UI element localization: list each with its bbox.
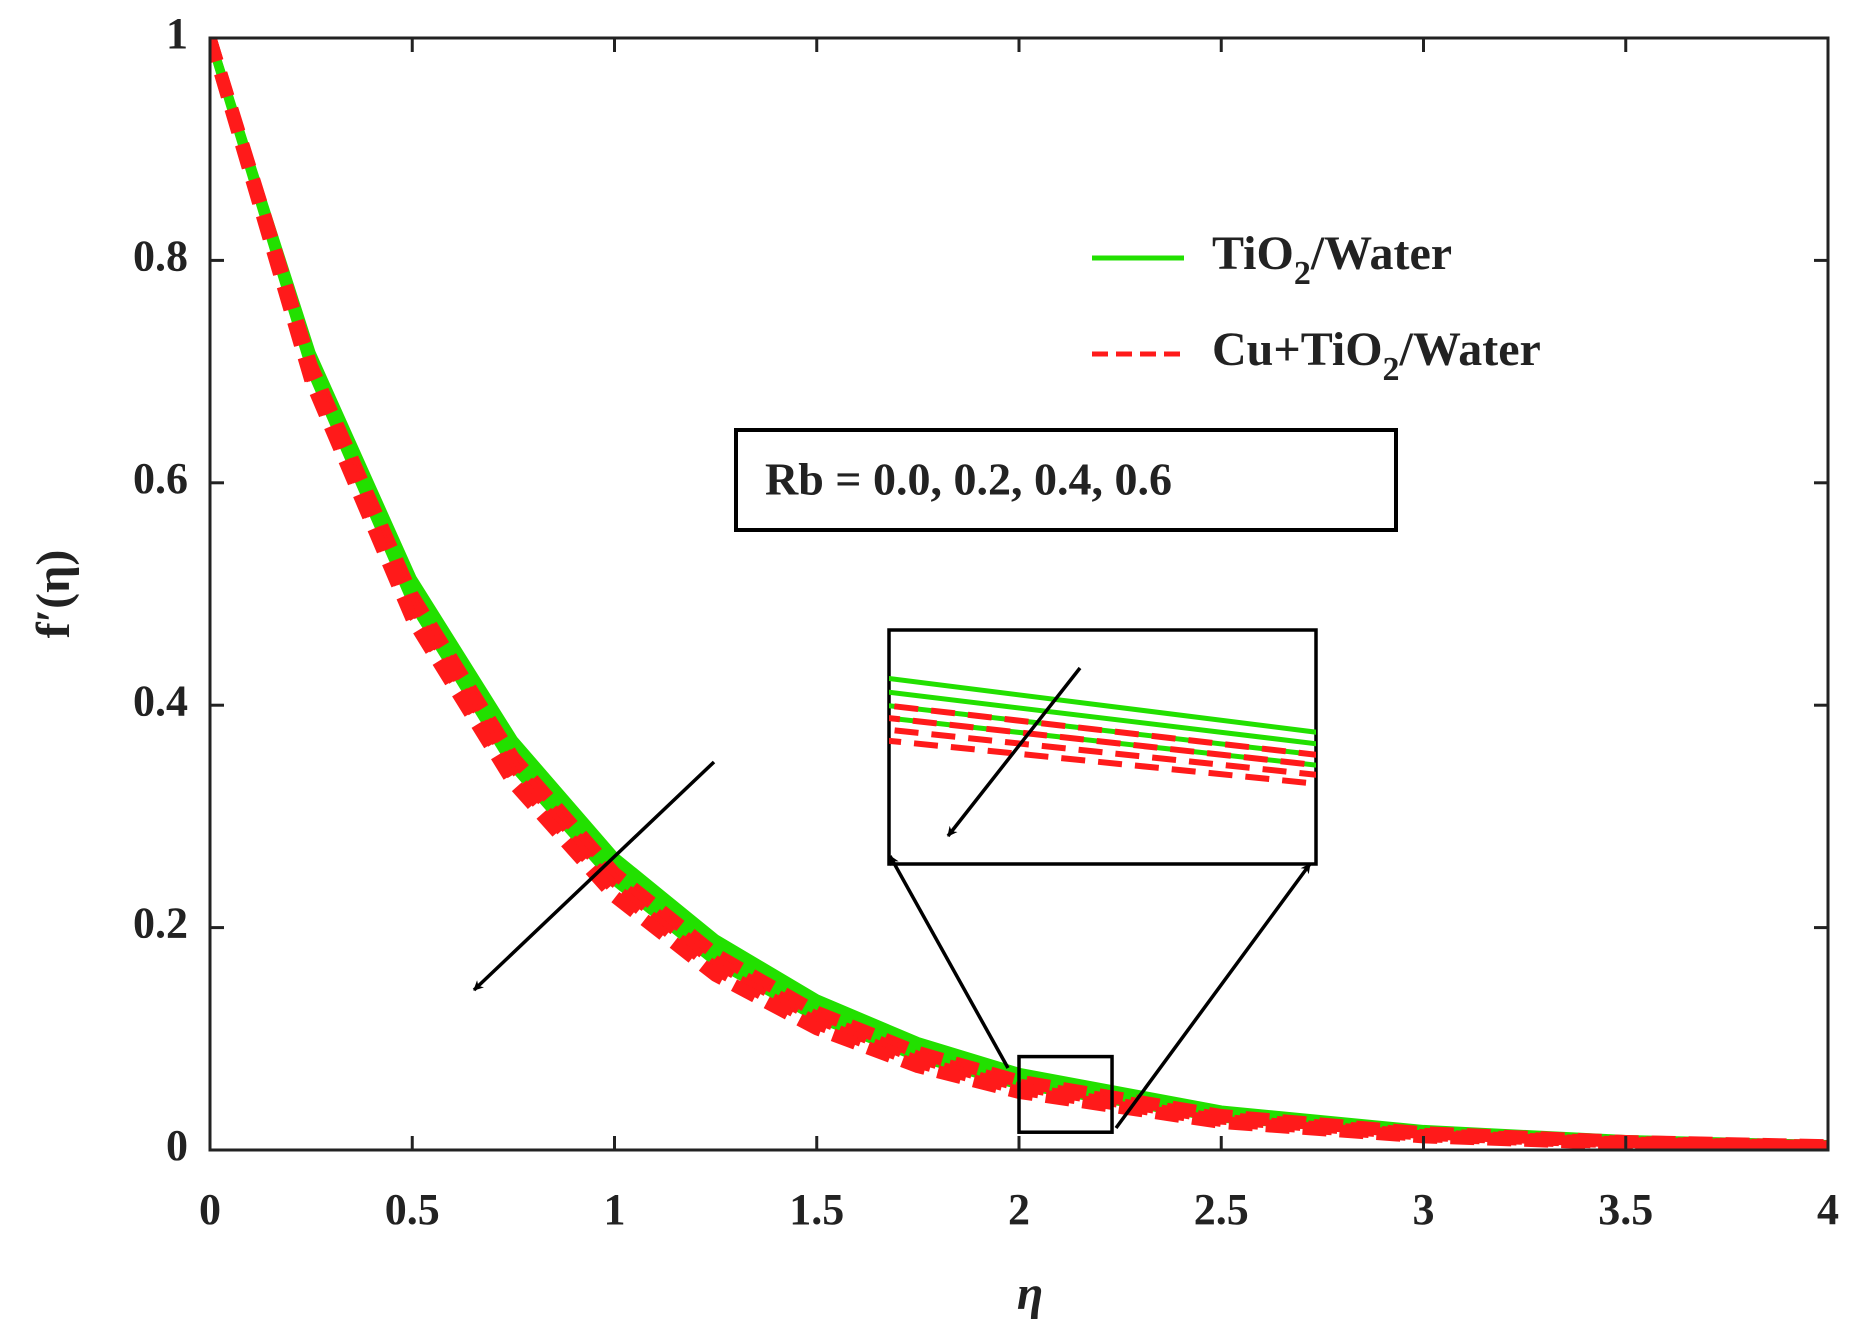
x-tick-label: 3: [1413, 1185, 1435, 1234]
data-line: [210, 38, 1828, 1150]
legend-label: Cu+TiO2/Water: [1212, 323, 1541, 388]
x-tick-label: 2: [1008, 1185, 1030, 1234]
data-line: [210, 38, 1828, 1150]
x-tick-label: 2.5: [1194, 1185, 1249, 1234]
data-line: [210, 38, 1828, 1150]
inset-arrow: [946, 666, 1082, 838]
legend-text-part: 2: [1383, 351, 1400, 388]
zoom-box: [1017, 1054, 1114, 1134]
annotation-box: [734, 428, 1398, 532]
legend-label: TiO2/Water: [1212, 227, 1452, 292]
y-tick-label: 1: [166, 9, 188, 58]
legend-text-part: Cu+TiO: [1212, 323, 1383, 376]
x-tick-label: 4: [1817, 1185, 1839, 1234]
data-line: [210, 38, 1828, 1150]
annotation: Rb = 0.0, 0.2, 0.4, 0.6: [765, 454, 1172, 505]
y-tick-label: 0.2: [133, 899, 188, 948]
data-line: [210, 38, 1828, 1150]
legend-text-part: /Water: [1399, 323, 1541, 376]
legend-text-part: /Water: [1310, 227, 1452, 280]
data-line: [210, 38, 1828, 1150]
y-tick-label: 0: [166, 1121, 188, 1170]
y-tick-label: 0.8: [133, 231, 188, 280]
x-tick-label: 0.5: [385, 1185, 440, 1234]
x-tick-label: 0: [199, 1185, 221, 1234]
zoom-arrow: [888, 855, 1010, 1069]
data-line: [210, 38, 1828, 1150]
y-tick-label: 0.6: [133, 454, 188, 503]
legend-text-part: TiO: [1212, 227, 1294, 280]
x-axis-label: η: [1017, 1267, 1043, 1320]
zoom-arrow: [1114, 862, 1312, 1130]
x-tick-label: 1: [604, 1185, 626, 1234]
plot-lines: [210, 38, 1828, 1150]
plot-frame: [208, 36, 1830, 1152]
y-tick-label: 0.4: [133, 676, 188, 725]
legend-text-part: 2: [1294, 255, 1311, 292]
x-tick-label: 3.5: [1598, 1185, 1653, 1234]
trend-arrow: [472, 760, 716, 992]
x-tick-label: 1.5: [789, 1185, 844, 1234]
data-line: [210, 38, 1828, 1150]
y-axis-label: f′(η): [27, 550, 80, 639]
